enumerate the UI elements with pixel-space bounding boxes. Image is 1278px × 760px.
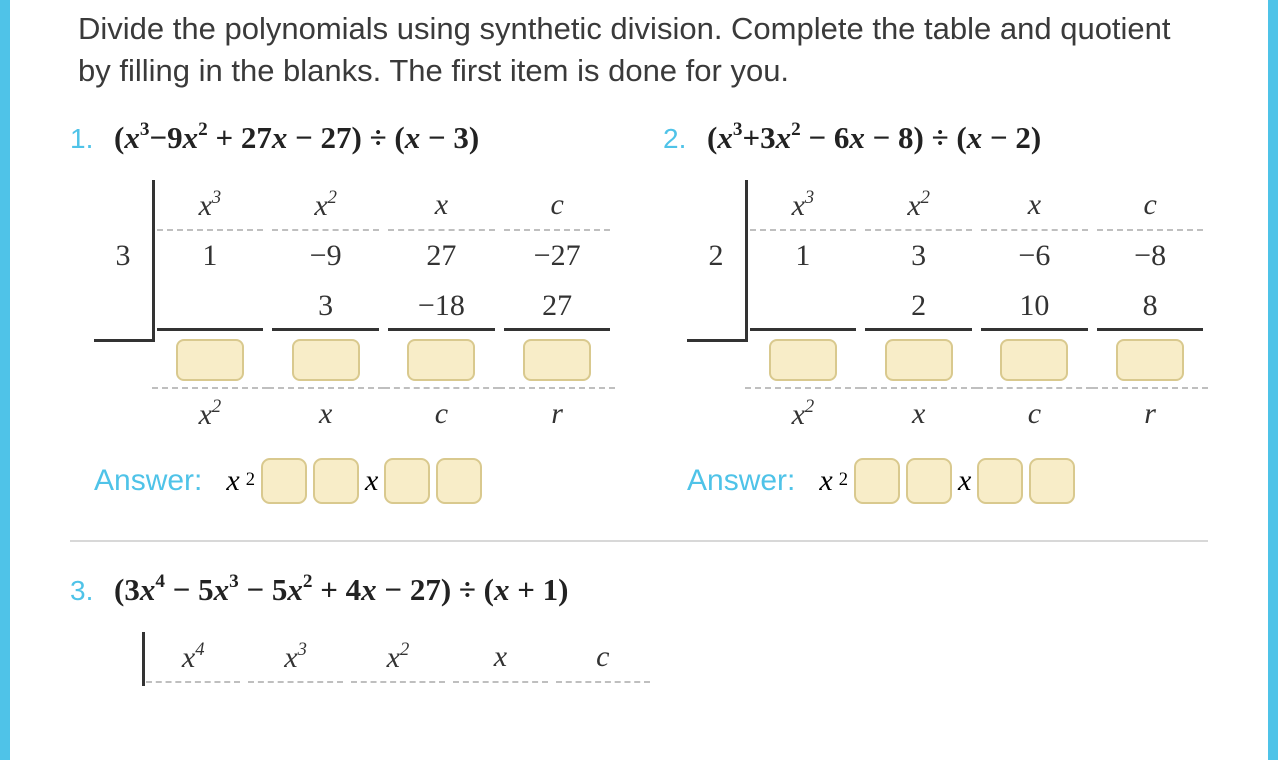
- lbl-r: r: [499, 389, 615, 440]
- problems-row-1: 1. (x3−9x2 + 27x − 27) ÷ (x − 3) x3 x2 x…: [70, 120, 1208, 504]
- p2r1c4: −8: [1092, 231, 1208, 281]
- hdr2-x3: x3: [745, 180, 861, 231]
- blank-1-3[interactable]: [384, 331, 500, 389]
- lbl2-x: x: [861, 389, 977, 440]
- hdr-x: x: [384, 180, 500, 231]
- synthetic-table-2: x3 x2 x c 2 1 3 −6 −8 2 10 8: [687, 180, 1208, 440]
- problem-1-number: 1.: [70, 123, 98, 155]
- hdr-c: c: [499, 180, 615, 231]
- r2c2: 3: [268, 281, 384, 331]
- divisor-root-2: 2: [687, 231, 745, 281]
- r1c4: −27: [499, 231, 615, 281]
- problem-3-expression: (3x4 − 5x3 − 5x2 + 4x − 27) ÷ (x + 1): [114, 572, 569, 608]
- problem-1-expression: (x3−9x2 + 27x − 27) ÷ (x − 3): [114, 120, 479, 156]
- synthetic-table-3: x4 x3 x2 x c: [94, 632, 654, 683]
- answer-line-1: Answer: x2 x: [94, 458, 615, 504]
- empty: [94, 632, 142, 683]
- blank-2-2[interactable]: [861, 331, 977, 389]
- blank-1-1[interactable]: [152, 331, 268, 389]
- answer-blank-1c[interactable]: [384, 458, 430, 504]
- hdr3-x2: x2: [347, 632, 449, 683]
- empty: [94, 389, 152, 440]
- hdr3-x3: x3: [244, 632, 346, 683]
- problem-3-number: 3.: [70, 575, 98, 607]
- instructions-text: Divide the polynomials using synthetic d…: [70, 8, 1208, 92]
- empty: [687, 389, 745, 440]
- answer-blank-2b[interactable]: [906, 458, 952, 504]
- syn-grid-2: x3 x2 x c 2 1 3 −6 −8 2 10 8: [687, 180, 1208, 440]
- hdr-x2: x2: [268, 180, 384, 231]
- empty-cell: [94, 180, 152, 231]
- r2c4: 27: [499, 281, 615, 331]
- empty: [687, 281, 745, 331]
- answer-label-2: Answer:: [687, 464, 795, 498]
- problem-3: 3. (3x4 − 5x3 − 5x2 + 4x − 27) ÷ (x + 1)…: [70, 572, 710, 683]
- bracket-vertical-2: [745, 180, 748, 342]
- p2r1c2: 3: [861, 231, 977, 281]
- answer-label-1: Answer:: [94, 464, 202, 498]
- blank-2-1[interactable]: [745, 331, 861, 389]
- p2r2c2: 2: [861, 281, 977, 331]
- lbl-x2: x2: [152, 389, 268, 440]
- lbl-c: c: [384, 389, 500, 440]
- problem-3-header: 3. (3x4 − 5x3 − 5x2 + 4x − 27) ÷ (x + 1): [70, 572, 710, 608]
- r2c3: −18: [384, 281, 500, 331]
- empty: [94, 281, 152, 331]
- hdr3-x4: x4: [142, 632, 244, 683]
- hdr2-c: c: [1092, 180, 1208, 231]
- blank-1-2[interactable]: [268, 331, 384, 389]
- lbl2-c: c: [977, 389, 1093, 440]
- synthetic-table-1: x3 x2 x c 3 1 −9 27 −27 3 −18 27: [94, 180, 615, 440]
- p2r1c3: −6: [977, 231, 1093, 281]
- bracket-vertical-3: [142, 632, 145, 686]
- p2r1c1: 1: [745, 231, 861, 281]
- lbl2-r: r: [1092, 389, 1208, 440]
- worksheet-page: Divide the polynomials using synthetic d…: [0, 0, 1278, 760]
- syn-grid-1: x3 x2 x c 3 1 −9 27 −27 3 −18 27: [94, 180, 615, 440]
- problem-2: 2. (x3+3x2 − 6x − 8) ÷ (x − 2) x3 x2 x c…: [663, 120, 1208, 504]
- bracket-horizontal-2: [687, 339, 745, 342]
- problem-2-number: 2.: [663, 123, 691, 155]
- lbl-x: x: [268, 389, 384, 440]
- answer-expr-2: x2 x: [819, 458, 1075, 504]
- syn-grid-3: x4 x3 x2 x c: [94, 632, 654, 683]
- r1c1: 1: [152, 231, 268, 281]
- blank-1-4[interactable]: [499, 331, 615, 389]
- answer-blank-2d[interactable]: [1029, 458, 1075, 504]
- p2r2c3: 10: [977, 281, 1093, 331]
- bracket-vertical-1: [152, 180, 155, 342]
- bracket-horizontal-1: [94, 339, 152, 342]
- problem-1-header: 1. (x3−9x2 + 27x − 27) ÷ (x − 3): [70, 120, 615, 156]
- problem-2-expression: (x3+3x2 − 6x − 8) ÷ (x − 2): [707, 120, 1041, 156]
- hdr3-c: c: [552, 632, 654, 683]
- hdr2-x2: x2: [861, 180, 977, 231]
- p2r2c4: 8: [1092, 281, 1208, 331]
- hdr3-x: x: [449, 632, 551, 683]
- hdr-x3: x3: [152, 180, 268, 231]
- hdr2-x: x: [977, 180, 1093, 231]
- answer-blank-1d[interactable]: [436, 458, 482, 504]
- divisor-root-1: 3: [94, 231, 152, 281]
- section-divider: [70, 540, 1208, 542]
- answer-blank-2c[interactable]: [977, 458, 1023, 504]
- answer-blank-1b[interactable]: [313, 458, 359, 504]
- answer-line-2: Answer: x2 x: [687, 458, 1208, 504]
- blank-2-4[interactable]: [1092, 331, 1208, 389]
- empty: [687, 180, 745, 231]
- blank-2-3[interactable]: [977, 331, 1093, 389]
- answer-blank-2a[interactable]: [854, 458, 900, 504]
- r2c1: [152, 281, 268, 331]
- p2r2c1: [745, 281, 861, 331]
- lbl2-x2: x2: [745, 389, 861, 440]
- r1c2: −9: [268, 231, 384, 281]
- answer-blank-1a[interactable]: [261, 458, 307, 504]
- problem-2-header: 2. (x3+3x2 − 6x − 8) ÷ (x − 2): [663, 120, 1208, 156]
- problem-1: 1. (x3−9x2 + 27x − 27) ÷ (x − 3) x3 x2 x…: [70, 120, 615, 504]
- r1c3: 27: [384, 231, 500, 281]
- answer-expr-1: x2 x: [226, 458, 482, 504]
